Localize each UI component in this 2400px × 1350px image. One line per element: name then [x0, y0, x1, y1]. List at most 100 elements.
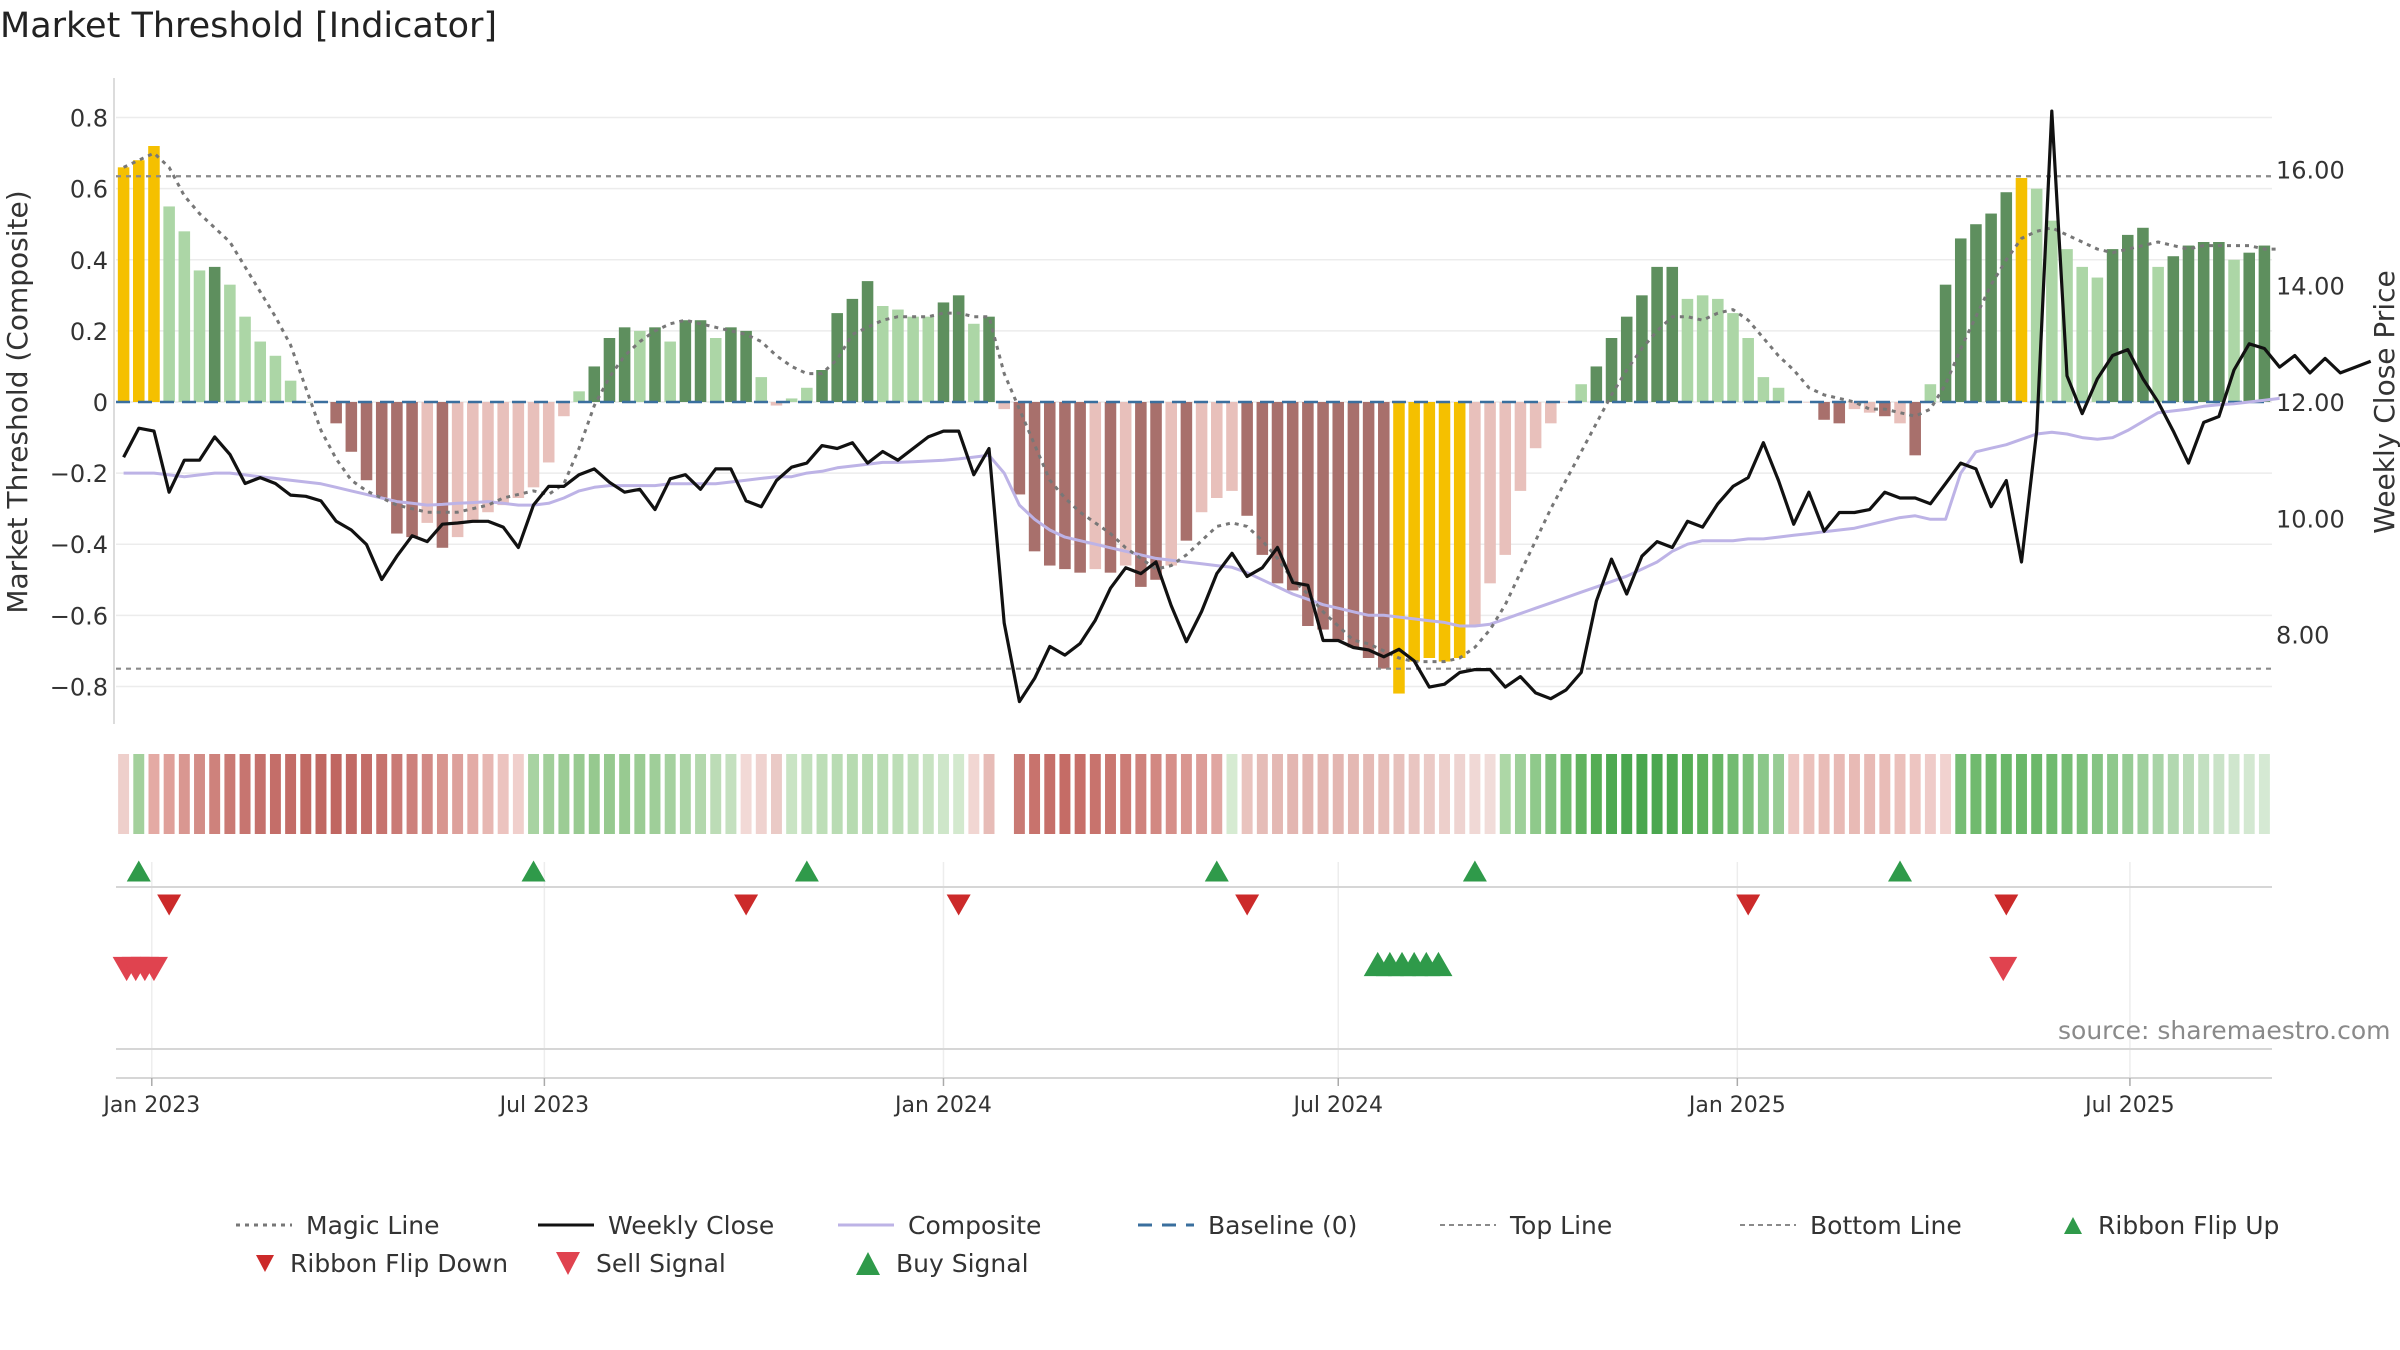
composite-bar [2213, 242, 2225, 402]
composite-bar [1985, 213, 1997, 402]
ribbon-cell [1864, 754, 1876, 834]
ribbon-cell [619, 754, 631, 834]
composite-bar [1180, 402, 1193, 541]
ribbon-cell [1378, 754, 1390, 834]
x-tick-label: Jul 2024 [1291, 1093, 1383, 1118]
legend-swatch [1440, 1224, 1496, 1226]
ribbon-flip-up-marker [1462, 860, 1487, 882]
composite-bar [1757, 377, 1770, 402]
ribbon-cell [1074, 754, 1086, 834]
ribbon-cell [558, 754, 570, 834]
composite-bar [1317, 402, 1329, 630]
ribbon-cell [1530, 754, 1542, 834]
legend-item: Baseline (0) [1138, 1207, 1357, 1243]
composite-bar [1150, 402, 1162, 580]
ribbon-cell [1940, 754, 1952, 834]
ribbon-cell [543, 754, 555, 834]
ribbon-cell [1970, 754, 1982, 834]
y-tick-label: −0.8 [50, 673, 108, 701]
composite-bar [2243, 252, 2255, 402]
composite-bar [1529, 402, 1542, 449]
composite-bar [345, 402, 358, 452]
ribbon-cell [269, 754, 281, 834]
composite-bar [1165, 402, 1177, 566]
composite-bar [634, 330, 646, 402]
composite-bar [573, 391, 585, 402]
ribbon-cell [482, 754, 494, 834]
ribbon-cell [1545, 754, 1557, 834]
buy-signal-marker [1424, 951, 1453, 977]
ribbon-cell [862, 754, 874, 834]
composite-bar [649, 327, 661, 402]
composite-bar [2076, 266, 2088, 402]
ribbon-cell [2213, 754, 2225, 834]
ribbon-cell [938, 754, 949, 834]
legend-label: Ribbon Flip Down [290, 1248, 509, 1278]
ribbon-cell [1818, 754, 1830, 834]
composite-bar [2137, 227, 2149, 402]
composite-bar [2182, 245, 2195, 402]
legend-label: Buy Signal [896, 1248, 1029, 1278]
ribbon-cell [1135, 754, 1147, 834]
legend-item: Weekly Close [538, 1207, 774, 1243]
ribbon-cell [1241, 754, 1253, 834]
ribbon-cell [1606, 754, 1618, 834]
ribbon-flip-down-marker [157, 894, 182, 916]
composite-bar [1818, 402, 1830, 420]
ribbon-cell [2137, 754, 2149, 834]
composite-bar [1271, 402, 1284, 584]
ribbon-flip-down-marker [1994, 894, 2019, 916]
ribbon-cell [1621, 754, 1633, 834]
composite-bar [1970, 224, 1982, 402]
ribbon-cell [2061, 754, 2073, 834]
ribbon-cell [133, 754, 145, 834]
composite-bar [664, 341, 676, 402]
ribbon-cell [2000, 754, 2012, 834]
composite-bar [998, 402, 1010, 410]
composite-bar [1894, 402, 1906, 424]
ribbon-cell [1150, 754, 1162, 834]
x-tick-label: Jan 2025 [1687, 1093, 1786, 1118]
y2-tick-label: 16.00 [2276, 156, 2345, 184]
source-watermark: source: sharemaestro.com [2058, 1016, 2391, 1045]
composite-bar [163, 206, 175, 402]
y-tick-label: 0.6 [70, 176, 108, 204]
composite-bar [1302, 402, 1314, 626]
composite-bar [2167, 256, 2180, 402]
composite-bar [1909, 402, 1921, 456]
market-threshold-chart: 0.8 0.6 0.4 0.2 0 −0.2 −0.4 −0.6 −0.8 8.00 10.00 12… [1, 78, 2400, 1118]
composite-bar [1256, 402, 1269, 555]
legend: Magic Line Weekly Close Composite Baseline … [0, 1200, 2400, 1280]
composite-bar [2258, 245, 2271, 402]
ribbon-cell [1514, 754, 1526, 834]
ribbon-cell [2167, 754, 2179, 834]
composite-bar [1939, 284, 1952, 402]
x-axis: Jan 2023 Jul 2023 Jan 2024 Jul 2024 Jan 2025… [101, 1078, 2175, 1118]
composite-bar [224, 284, 236, 402]
y-tick-label: −0.6 [50, 602, 108, 630]
y-tick-label: −0.2 [50, 460, 108, 488]
composite-bar [1423, 402, 1436, 658]
composite-bar [1575, 384, 1587, 402]
x-tick-label: Jul 2023 [498, 1093, 590, 1118]
x-tick-label: Jan 2024 [893, 1093, 992, 1118]
legend-item: Buy Signal [854, 1245, 1029, 1281]
ribbon-cell [1439, 754, 1450, 834]
composite-bar [193, 270, 206, 402]
composite-bar [1347, 402, 1360, 648]
composite-bar [937, 302, 950, 402]
ribbon-cell [1454, 754, 1466, 834]
ribbon-cell [421, 754, 433, 834]
y2-tick-label: 8.00 [2276, 622, 2329, 650]
composite-bar [1438, 402, 1451, 662]
ribbon-cell [1196, 754, 1208, 834]
composite-bar [1211, 402, 1223, 498]
ribbon-flip-up-marker [521, 860, 546, 882]
ribbon-cell [1833, 754, 1845, 834]
y-tick-label: 0 [93, 389, 108, 417]
ribbon-cell [664, 754, 676, 834]
composite-bar [1666, 266, 1679, 402]
ribbon-cell [1484, 754, 1496, 834]
composite-bar [1332, 402, 1345, 641]
ribbon-flip-up-marker [126, 860, 151, 882]
